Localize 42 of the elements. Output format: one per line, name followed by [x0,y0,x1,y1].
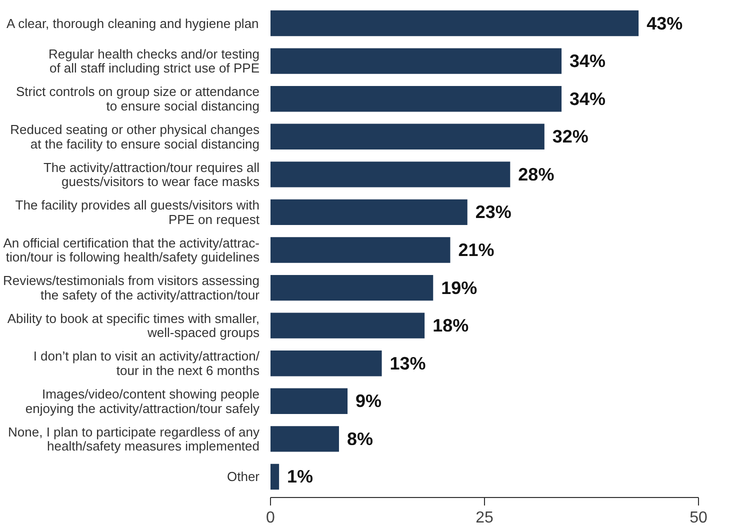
y-tick-label: An official certification that the activity/attrac- tion/tour is following health/safety guidelines [3,235,260,265]
x-tick-label: 25 [476,510,494,525]
data-label: 1% [287,466,314,487]
data-label: 19% [441,278,478,298]
bar [270,199,468,226]
data-label: 28% [518,164,554,184]
y-tick-label: Strict controls on group size or attendance to ensure social distancing [16,84,260,114]
data-label: 8% [346,428,373,449]
data-label: 23% [475,202,512,222]
bar [270,312,425,338]
data-label: 9% [356,391,382,412]
y-tick-label: A clear, thorough cleaning and hygiene plan [6,16,259,31]
y-tick-label: The facility provides all guests/visitors with PPE on request [15,198,260,227]
data-label: 34% [570,51,606,72]
data-label: 13% [390,353,426,374]
data-label: 32% [552,126,588,147]
y-tick-label: Regular health checks and/or testing of all staff including strict use of PPE [48,46,260,76]
data-label: 21% [458,240,494,260]
bar [270,426,339,452]
bar [270,464,280,490]
bar [270,162,510,188]
bar [270,388,348,414]
y-tick-label: Reviews/testimonials from visitors assessing the safety of the activity/attraction/tour [3,273,260,302]
y-tick-label: I don’t plan to visit an activity/attraction/ tour in the next 6 months [33,348,260,378]
bar [270,237,450,263]
y-tick-label: None, I plan to participate regardless of any health/safety measures implemented [8,424,260,454]
bar [270,124,544,150]
y-tick-label: Reduced seating or other physical changes at the facility to ensure social distancing [10,122,260,152]
bar [270,274,434,301]
x-tick-label: 50 [690,510,708,525]
data-label: 43% [646,13,683,34]
data-label: 18% [432,316,469,336]
x-tick-label: 0 [266,510,276,525]
y-tick-label: Other [226,469,260,484]
bar [270,350,382,376]
y-tick-label: The activity/attraction/tour requires all guests/visitors to wear face masks [43,160,260,190]
y-tick-label: Ability to book at specific times with smaller, well-spaced groups [7,310,260,340]
bar [270,10,639,36]
y-tick-label: Images/video/content showing people enjoying the activity/attraction/tour safely [25,386,260,416]
bar [270,48,562,74]
data-label: 34% [570,88,606,109]
bar [270,86,562,112]
